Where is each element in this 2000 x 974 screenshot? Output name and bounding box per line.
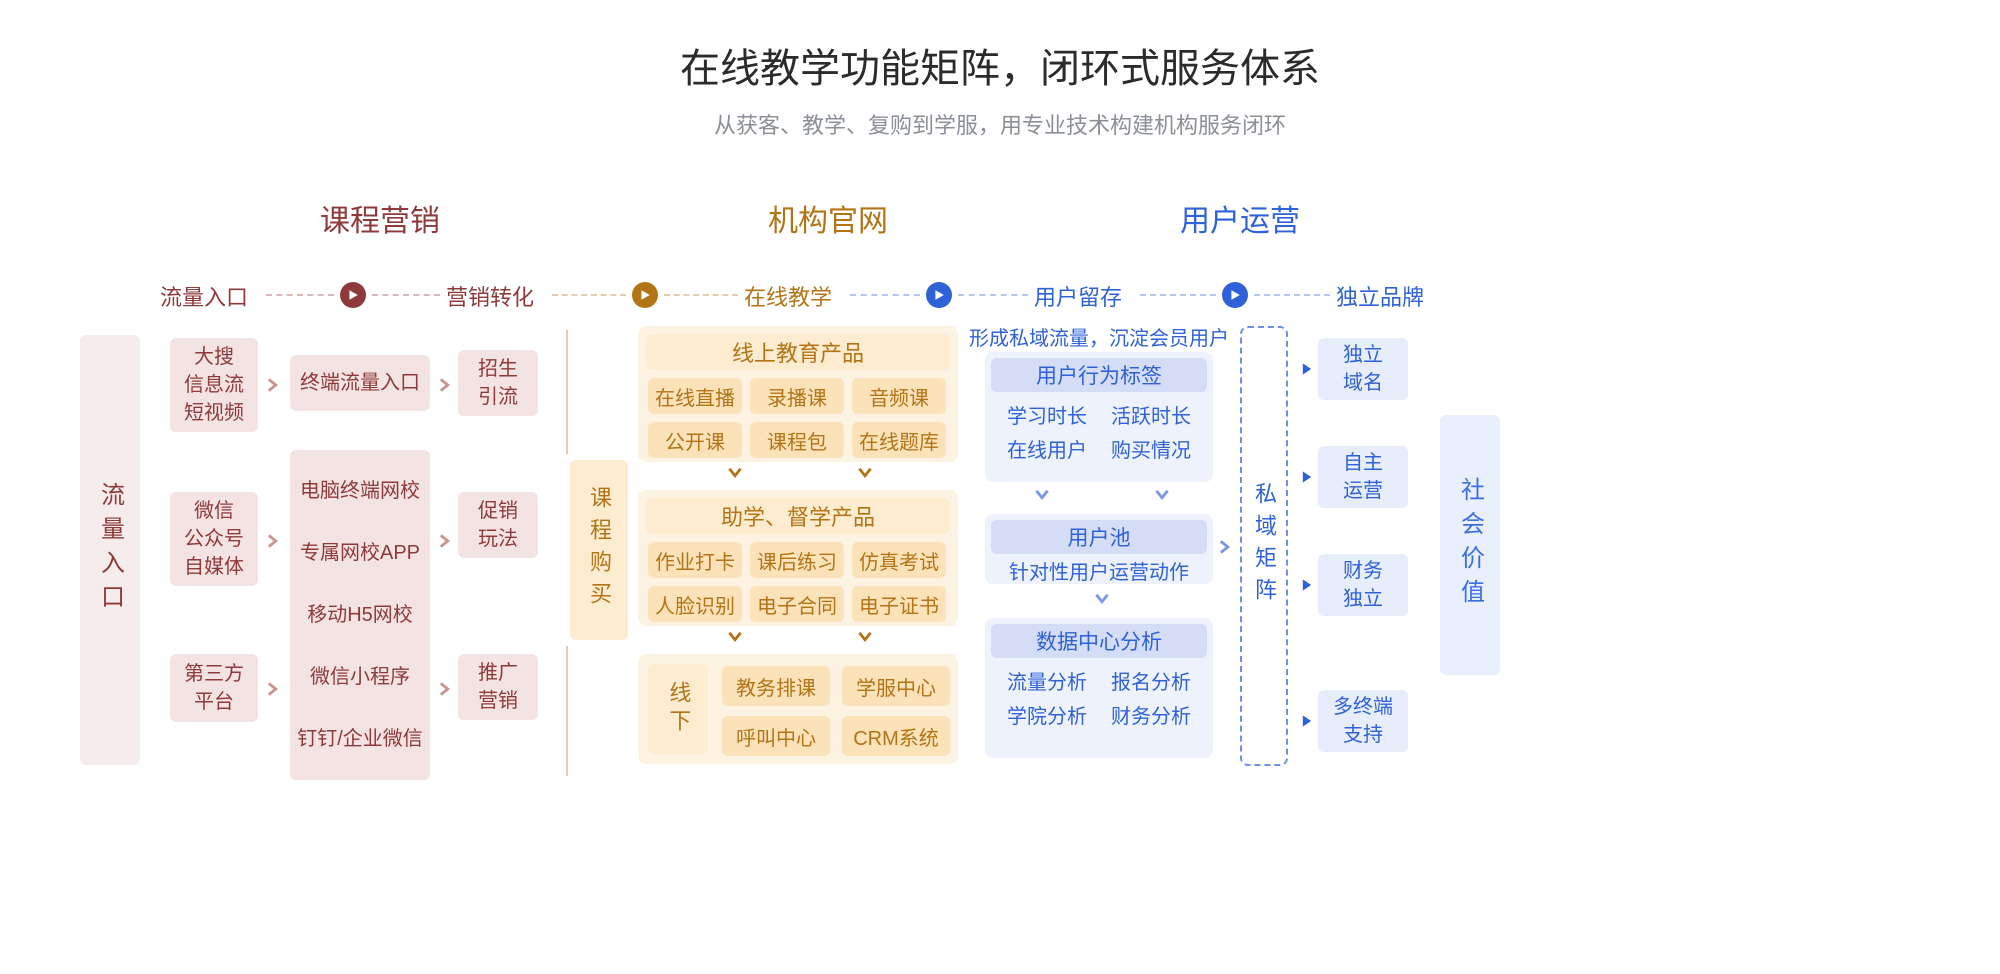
node-item: 微信小程序 bbox=[310, 663, 410, 691]
chevron-right-icon bbox=[266, 534, 280, 548]
divider bbox=[566, 646, 568, 776]
blue-item: 购买情况 bbox=[1099, 434, 1203, 463]
pillar-left: 流量入口 bbox=[80, 335, 140, 765]
chip: 在线题库 bbox=[852, 422, 946, 458]
chevron-right-icon bbox=[438, 378, 452, 392]
group-title: 用户池 bbox=[991, 520, 1207, 554]
chip: 在线直播 bbox=[648, 378, 742, 414]
chip: 人脸识别 bbox=[648, 586, 742, 622]
node-box: 招生引流 bbox=[458, 350, 538, 416]
node-item: 电脑终端网校 bbox=[300, 477, 420, 505]
arrow-icon bbox=[1222, 282, 1248, 308]
chip: 电子证书 bbox=[852, 586, 946, 622]
node-box: 大搜信息流短视频 bbox=[170, 338, 258, 432]
sub-header: 在线教学 bbox=[744, 280, 832, 312]
node-group: 电脑终端网校专属网校APP 移动H5网校微信小程序钉钉/企业微信 bbox=[290, 450, 430, 780]
chevron-down-icon bbox=[1095, 592, 1109, 606]
group-title: 线上教育产品 bbox=[646, 334, 950, 370]
chevron-down-icon bbox=[1035, 488, 1049, 502]
divider bbox=[566, 330, 568, 454]
section-header: 课程营销 bbox=[320, 196, 440, 240]
header-connector bbox=[1134, 280, 1336, 310]
sub-header: 用户留存 bbox=[1034, 280, 1122, 312]
brand-box: 自主运营 bbox=[1318, 446, 1408, 508]
blue-item: 流量分析 bbox=[995, 666, 1099, 695]
blue-item: 学习时长 bbox=[995, 400, 1099, 429]
group-title: 数据中心分析 bbox=[991, 624, 1207, 658]
blue-item: 在线用户 bbox=[995, 434, 1099, 463]
chevron-down-icon bbox=[1155, 488, 1169, 502]
arrow-icon bbox=[632, 282, 658, 308]
arrow-icon bbox=[926, 282, 952, 308]
triangle-right-icon bbox=[1300, 470, 1314, 484]
dashed-column: 私域矩阵 bbox=[1240, 326, 1288, 766]
section-header: 用户运营 bbox=[1180, 196, 1300, 240]
chip: 电子合同 bbox=[750, 586, 844, 622]
triangle-right-icon bbox=[1300, 362, 1314, 376]
blue-item: 学院分析 bbox=[995, 700, 1099, 729]
chip: 录播课 bbox=[750, 378, 844, 414]
chip: 作业打卡 bbox=[648, 542, 742, 578]
triangle-right-icon bbox=[1300, 578, 1314, 592]
chevron-down-icon bbox=[858, 466, 872, 480]
blue-item: 报名分析 bbox=[1099, 666, 1203, 695]
group-title: 线下 bbox=[648, 664, 708, 754]
pillar-right: 社会价值 bbox=[1440, 415, 1500, 675]
page-subtitle: 从获客、教学、复购到学服，用专业技术构建机构服务闭环 bbox=[0, 108, 2000, 140]
header-connector bbox=[844, 280, 1034, 310]
chevron-right-icon bbox=[1218, 540, 1232, 554]
chevron-right-icon bbox=[438, 534, 452, 548]
blue-supertext: 形成私域流量，沉淀会员用户 bbox=[965, 322, 1233, 351]
blue-item: 活跃时长 bbox=[1099, 400, 1203, 429]
section-header: 机构官网 bbox=[768, 196, 888, 240]
chip: 公开课 bbox=[648, 422, 742, 458]
arrow-icon bbox=[340, 282, 366, 308]
chevron-right-icon bbox=[438, 682, 452, 696]
chip: 呼叫中心 bbox=[722, 716, 830, 756]
chevron-right-icon bbox=[266, 682, 280, 696]
node-item: 专属网校APP bbox=[300, 539, 420, 567]
chip: CRM系统 bbox=[842, 716, 950, 756]
sub-header: 独立品牌 bbox=[1336, 280, 1424, 312]
group-title: 助学、督学产品 bbox=[646, 498, 950, 534]
pillar-mid: 课程购买 bbox=[570, 460, 628, 640]
blue-item: 财务分析 bbox=[1099, 700, 1203, 729]
node-box: 促销玩法 bbox=[458, 492, 538, 558]
node-box: 第三方平台 bbox=[170, 654, 258, 722]
chip: 课后练习 bbox=[750, 542, 844, 578]
group-subtext: 针对性用户运营动作 bbox=[985, 556, 1213, 585]
triangle-right-icon bbox=[1300, 714, 1314, 728]
node-item: 钉钉/企业微信 bbox=[297, 725, 423, 753]
chip: 学服中心 bbox=[842, 666, 950, 706]
node-box: 终端流量入口 bbox=[290, 355, 430, 411]
group-title: 用户行为标签 bbox=[991, 358, 1207, 392]
chip: 仿真考试 bbox=[852, 542, 946, 578]
brand-box: 财务独立 bbox=[1318, 554, 1408, 616]
chip: 课程包 bbox=[750, 422, 844, 458]
node-box: 微信公众号自媒体 bbox=[170, 492, 258, 586]
node-box: 推广营销 bbox=[458, 654, 538, 720]
chip: 教务排课 bbox=[722, 666, 830, 706]
chip: 音频课 bbox=[852, 378, 946, 414]
chevron-down-icon bbox=[858, 630, 872, 644]
node-item: 移动H5网校 bbox=[307, 601, 413, 629]
chevron-down-icon bbox=[728, 630, 742, 644]
chevron-right-icon bbox=[266, 378, 280, 392]
sub-header: 营销转化 bbox=[446, 280, 534, 312]
sub-header: 流量入口 bbox=[160, 280, 248, 312]
chevron-down-icon bbox=[728, 466, 742, 480]
brand-box: 多终端支持 bbox=[1318, 690, 1408, 752]
header-connector bbox=[260, 280, 446, 310]
brand-box: 独立域名 bbox=[1318, 338, 1408, 400]
header-connector bbox=[546, 280, 744, 310]
page-title: 在线教学功能矩阵，闭环式服务体系 bbox=[0, 36, 2000, 94]
